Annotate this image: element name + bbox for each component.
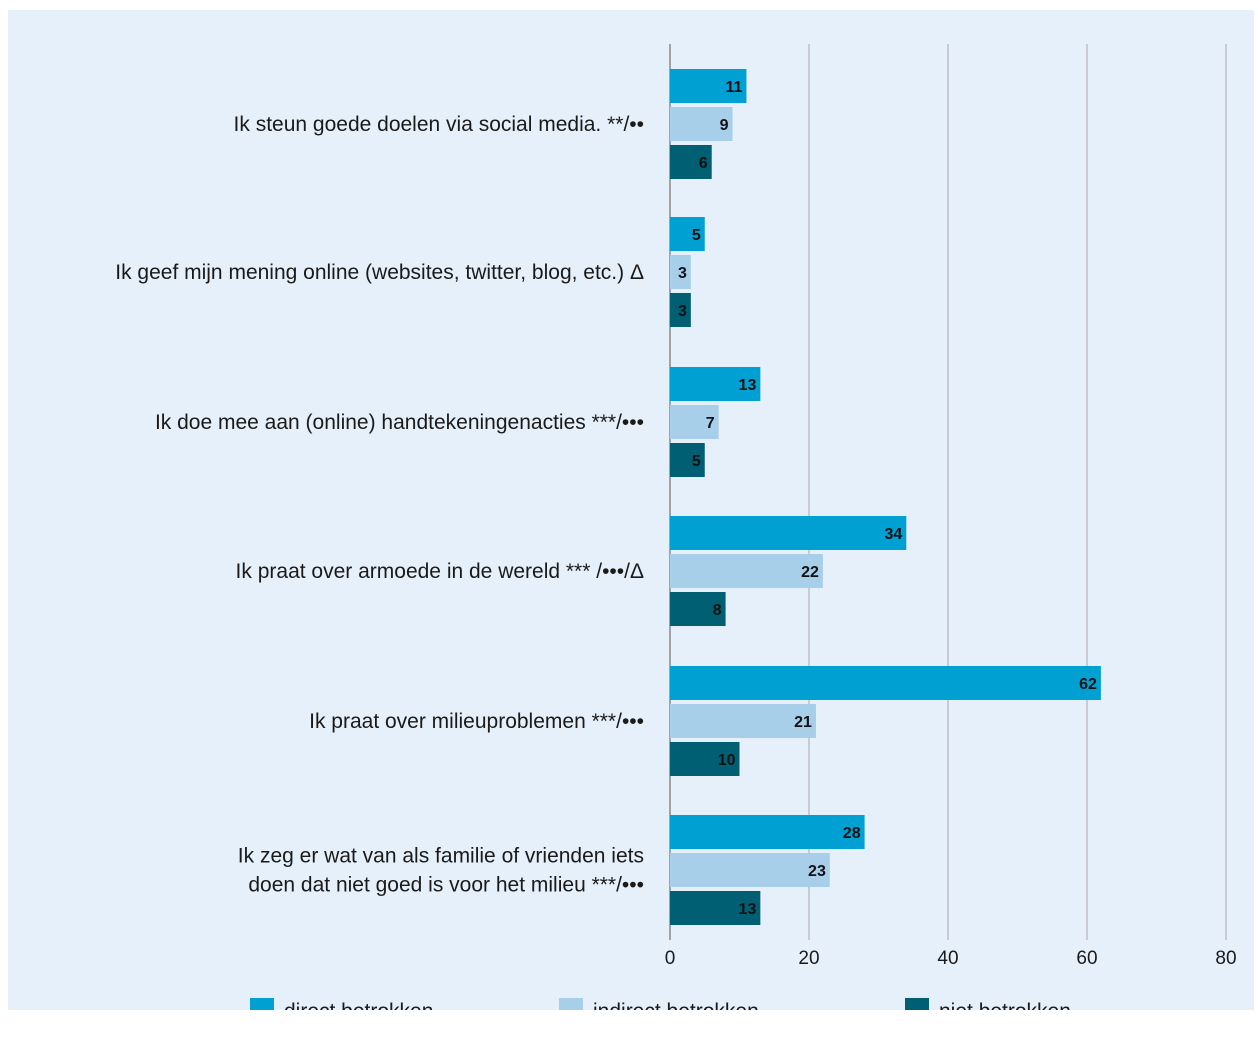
bar <box>670 853 830 887</box>
bar-value-label: 62 <box>1079 676 1097 693</box>
bar <box>670 554 823 588</box>
bar-value-label: 6 <box>699 155 708 172</box>
category-label: Ik praat over armoede in de wereld *** /… <box>236 560 644 583</box>
category-label: Ik zeg er wat van als familie of vriende… <box>238 845 644 897</box>
x-tick-label: 20 <box>798 948 819 969</box>
bar-value-label: 21 <box>794 714 812 731</box>
bar-value-label: 23 <box>808 863 826 880</box>
legend-label: direct betrokken <box>284 1000 433 1010</box>
category-label: Ik steun goede doelen via social media. … <box>234 113 644 136</box>
bar-value-label: 8 <box>713 602 722 619</box>
category-label: Ik doe mee aan (online) handtekeningenac… <box>155 411 644 434</box>
bar <box>670 217 705 251</box>
bar-value-label: 28 <box>843 825 861 842</box>
x-tick-label: 80 <box>1215 948 1236 969</box>
bar <box>670 145 712 179</box>
legend-label: niet betrokken <box>939 1000 1071 1010</box>
bar-value-label: 13 <box>739 377 757 394</box>
bar-value-label: 34 <box>885 526 903 543</box>
bar <box>670 443 705 477</box>
legend-swatch <box>905 998 929 1010</box>
bar-value-label: 5 <box>692 453 701 470</box>
chart-panel: 11 5 13 34 62 28 9 3 7 22 21 23 6 3 5 8 10 13 Ik steun go… <box>8 10 1254 1010</box>
legend-swatch <box>559 998 583 1010</box>
bar-value-label: 22 <box>801 564 819 581</box>
x-tick-label: 40 <box>937 948 958 969</box>
bar <box>670 891 761 925</box>
bar-value-label: 3 <box>678 303 687 320</box>
category-label: Ik praat over milieuproblemen ***/••• <box>309 710 644 733</box>
bar-value-label: 7 <box>706 415 715 432</box>
bar <box>670 107 733 141</box>
bar <box>670 704 816 738</box>
bar <box>670 367 761 401</box>
x-tick-label: 0 <box>665 948 676 969</box>
bar-value-label: 9 <box>720 117 729 134</box>
x-axis-ticks: 0 20 40 60 80 <box>665 948 1237 969</box>
bar <box>670 592 726 626</box>
bar-value-label: 13 <box>739 901 757 918</box>
bar-chart: 11 5 13 34 62 28 9 3 7 22 21 23 6 3 5 8 10 13 Ik steun go… <box>115 44 1237 1010</box>
bar <box>670 666 1101 700</box>
legend-swatch <box>250 998 274 1010</box>
category-labels: Ik steun goede doelen via social media. … <box>115 113 644 897</box>
bar <box>670 742 740 776</box>
bar <box>670 255 691 289</box>
bar <box>670 293 691 327</box>
bar-value-label: 3 <box>678 265 687 282</box>
bar <box>670 516 907 550</box>
legend: direct betrokken indirect betrokken niet b… <box>250 998 1071 1010</box>
x-tick-label: 60 <box>1076 948 1097 969</box>
bar-value-label: 11 <box>726 79 743 96</box>
grid-lines <box>669 44 1227 940</box>
bar <box>670 815 865 849</box>
legend-label: indirect betrokken <box>593 1000 759 1010</box>
bar-value-label: 10 <box>718 752 736 769</box>
bar-value-label: 5 <box>692 227 701 244</box>
bar <box>670 405 719 439</box>
category-label: Ik geef mijn mening online (websites, tw… <box>115 261 644 284</box>
bar <box>670 69 747 103</box>
bars: 11 5 13 34 62 28 9 3 7 22 21 23 6 3 5 8 10 13 <box>670 69 1101 925</box>
